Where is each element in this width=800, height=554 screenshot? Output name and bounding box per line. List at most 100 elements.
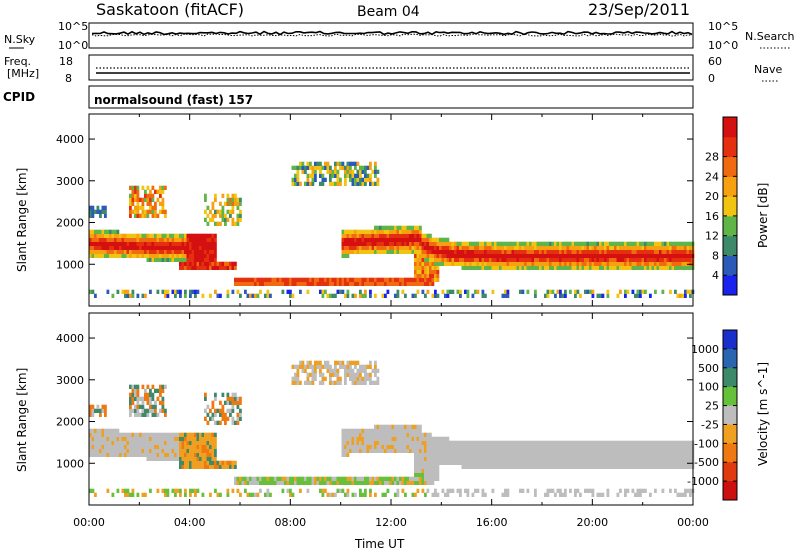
power-cell [351, 277, 355, 282]
power-cell [374, 173, 377, 178]
power-cell [509, 249, 512, 254]
velocity-cell [569, 460, 572, 465]
power-cell [499, 261, 502, 266]
velocity-cell [89, 428, 92, 433]
velocity-cell [201, 460, 205, 465]
power-cell [346, 161, 350, 166]
power-cell [444, 293, 447, 298]
power-cell [396, 249, 400, 254]
velocity-cell [539, 452, 542, 457]
power-cell [361, 177, 365, 182]
power-cell [571, 265, 575, 270]
power-cell [371, 233, 375, 238]
power-cell [161, 237, 165, 242]
power-cell [431, 273, 435, 278]
power-cell [584, 257, 587, 262]
velocity-cell [144, 388, 147, 393]
power-cell [311, 181, 315, 186]
power-cell [666, 241, 670, 246]
velocity-cell [484, 444, 487, 449]
velocity-cell [209, 416, 212, 421]
velocity-cell [574, 452, 577, 457]
y-tick-label: 3000 [56, 175, 84, 188]
velocity-cell [271, 480, 275, 485]
power-cell [109, 241, 112, 246]
velocity-cell [244, 480, 247, 485]
power-cell [154, 233, 157, 238]
velocity-cell [391, 476, 395, 481]
velocity-cell [134, 452, 137, 457]
velocity-cell [446, 460, 450, 465]
power-cell [624, 257, 627, 262]
velocity-cell [571, 456, 575, 461]
power-cell [399, 237, 402, 242]
power-cell [359, 181, 362, 186]
velocity-cell [131, 432, 135, 437]
power-cell [339, 277, 342, 282]
velocity-cell [291, 492, 295, 497]
velocity-cell [96, 436, 100, 441]
velocity-cell [411, 436, 415, 441]
velocity-cell [131, 396, 135, 401]
velocity-cell [314, 376, 317, 381]
y-tick-label: 3000 [56, 374, 84, 387]
nsky-right-tick-top: 10^5 [708, 20, 738, 33]
power-cell [656, 261, 660, 266]
power-cell [344, 169, 347, 174]
power-cell [124, 289, 127, 294]
power-cell [531, 249, 535, 254]
velocity-cell [684, 492, 687, 497]
velocity-cell [344, 368, 347, 373]
power-cell [221, 265, 225, 270]
power-cell [136, 205, 140, 210]
power-cell [306, 277, 310, 282]
power-cell [194, 253, 197, 258]
velocity-cell [416, 436, 420, 441]
velocity-cell [179, 444, 182, 449]
power-cell [219, 201, 222, 206]
velocity-cell [454, 460, 457, 465]
power-cell [149, 241, 152, 246]
velocity-cell [214, 432, 217, 437]
power-cell [181, 261, 185, 266]
power-cell [474, 257, 477, 262]
power-cell [491, 289, 495, 294]
velocity-cell [159, 408, 162, 413]
power-cell [366, 237, 370, 242]
velocity-cell [501, 452, 505, 457]
velocity-cell [619, 460, 622, 465]
power-cell [576, 253, 580, 258]
power-cell [291, 277, 295, 282]
velocity-cell [544, 448, 547, 453]
power-cell [616, 253, 620, 258]
power-cell [404, 293, 407, 298]
power-cell [489, 257, 492, 262]
velocity-cell [139, 396, 142, 401]
velocity-cell [211, 460, 215, 465]
power-cell [211, 253, 215, 258]
power-cell [379, 229, 382, 234]
power-cell [421, 237, 425, 242]
power-cell [684, 249, 687, 254]
velocity-cell [589, 440, 592, 445]
velocity-cell [449, 460, 452, 465]
power-cell [431, 281, 435, 286]
velocity-cell [159, 384, 162, 389]
power-cell [361, 181, 365, 186]
power-cell [539, 257, 542, 262]
velocity-cell [649, 464, 652, 469]
velocity-cell [481, 492, 485, 497]
velocity-cell [121, 436, 125, 441]
power-cell [611, 265, 615, 270]
power-cell [344, 177, 347, 182]
power-cell [444, 237, 447, 242]
velocity-cell [416, 480, 420, 485]
velocity-cell [666, 448, 670, 453]
velocity-cell [594, 440, 597, 445]
power-cell [419, 233, 422, 238]
velocity-cell [384, 424, 387, 429]
velocity-cell [364, 428, 367, 433]
velocity-cell [609, 448, 612, 453]
power-cell [614, 261, 617, 266]
velocity-cell [119, 448, 122, 453]
